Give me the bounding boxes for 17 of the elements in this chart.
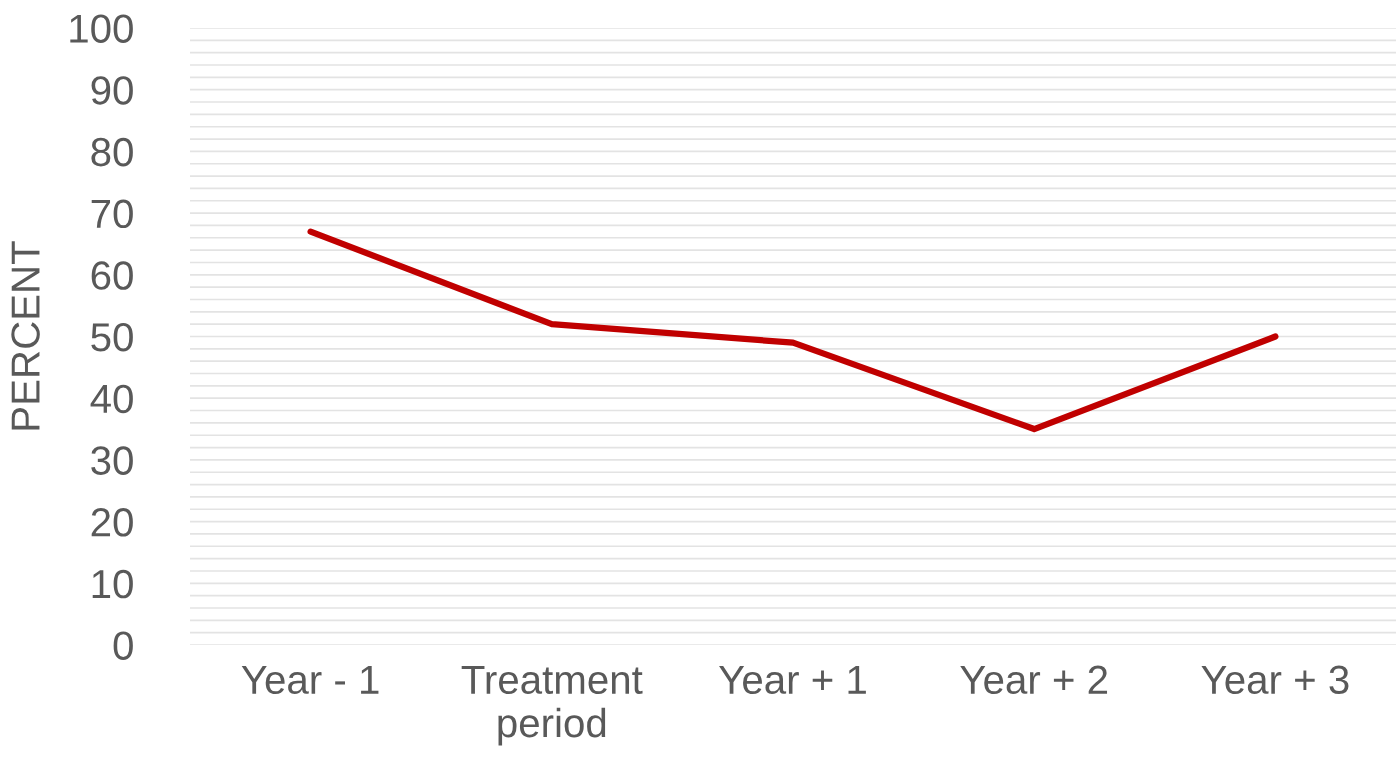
y-tick-label: 20 — [91, 508, 133, 537]
y-tick-label: 100 — [70, 14, 133, 43]
x-tick-label: Year - 1 — [241, 665, 379, 695]
x-tick-label: Year + 1 — [719, 665, 866, 695]
x-tick-label: Year + 2 — [960, 665, 1108, 695]
y-tick-label: 0 — [113, 631, 133, 660]
y-tick-label: 40 — [90, 384, 133, 414]
y-axis-title: PERCENT — [11, 241, 40, 430]
y-tick-label: 30 — [91, 446, 133, 475]
x-tick-label: Year + 3 — [1201, 665, 1349, 695]
y-tick-label: 60 — [91, 261, 133, 290]
y-tick-label: 50 — [91, 322, 133, 352]
y-tick-label: 70 — [91, 199, 133, 229]
y-tick-label: 80 — [91, 137, 133, 167]
y-tick-label: 90 — [91, 76, 133, 105]
y-tick-label: 10 — [92, 569, 133, 599]
x-tick-label: Treatment period — [461, 665, 643, 746]
